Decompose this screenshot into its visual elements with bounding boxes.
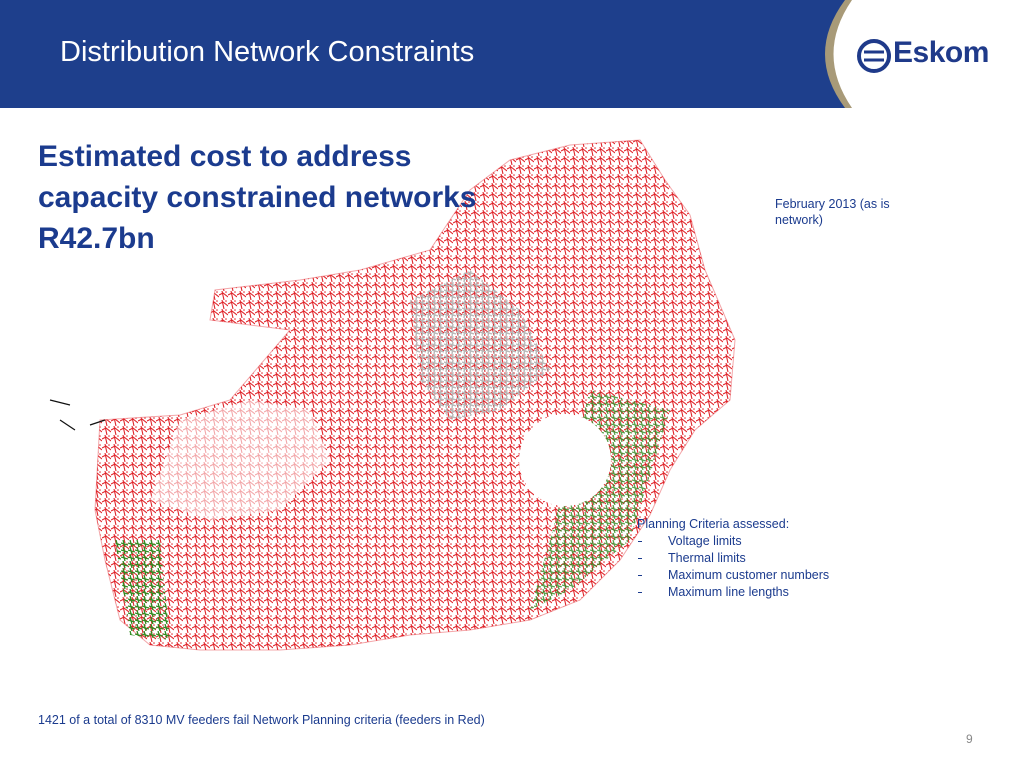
footnote: 1421 of a total of 8310 MV feeders fail … xyxy=(38,713,485,727)
network-map xyxy=(49,139,736,651)
criteria-item: Maximum customer numbers xyxy=(637,567,829,584)
criteria-heading: Planning Criteria assessed: xyxy=(637,517,790,531)
criteria-text: Maximum customer numbers xyxy=(668,568,830,582)
headline: Estimated cost to address capacity const… xyxy=(38,140,477,255)
slide-title: Distribution Network Constraints xyxy=(60,36,475,68)
criteria-list: Voltage limits Thermal limits Maximum cu… xyxy=(637,533,829,601)
criteria-block: Planning Criteria assessed: Voltage limi… xyxy=(637,516,829,601)
date-note: February 2013 (as is network) xyxy=(775,197,890,227)
criteria-text: Voltage limits xyxy=(668,534,742,548)
criteria-text: Thermal limits xyxy=(668,551,746,565)
header-band xyxy=(0,0,1024,108)
logo-text: Eskom xyxy=(893,36,989,69)
criteria-item: Maximum line lengths xyxy=(637,584,829,601)
page-number: 9 xyxy=(966,732,973,746)
criteria-item: Thermal limits xyxy=(637,550,829,567)
criteria-text: Maximum line lengths xyxy=(668,585,789,599)
criteria-item: Voltage limits xyxy=(637,533,829,550)
